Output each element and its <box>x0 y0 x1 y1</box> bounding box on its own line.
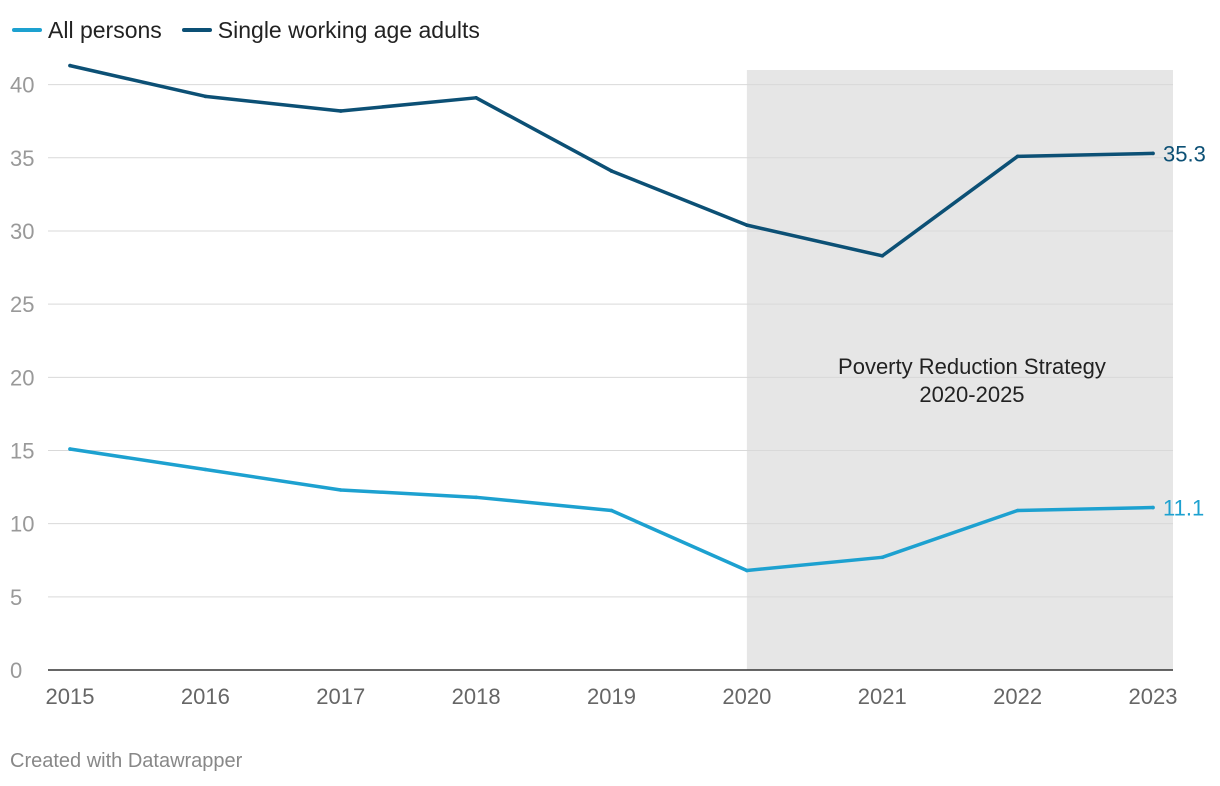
data-point-single-working-age-adults-2019 <box>609 169 614 173</box>
legend-item-all-persons: All persons <box>12 17 162 44</box>
highlight-region <box>746 70 1173 670</box>
region-label-line2: 2020-2025 <box>919 382 1024 407</box>
data-point-single-working-age-adults-2017 <box>338 109 343 113</box>
data-point-single-working-age-adults-2016 <box>203 94 208 99</box>
x-tick-label-2019: 2019 <box>587 684 636 709</box>
end-label-all-persons: 11.1 <box>1163 496 1204 521</box>
y-tick-label-20: 20 <box>10 365 34 390</box>
legend-label-all-persons: All persons <box>48 16 162 43</box>
y-tick-label-0: 0 <box>10 658 22 683</box>
data-point-single-working-age-adults-2015 <box>68 63 72 68</box>
data-point-all-persons-2020 <box>745 568 749 573</box>
x-tick-label-2020: 2020 <box>722 684 771 709</box>
y-tick-label-35: 35 <box>10 146 34 171</box>
legend-item-single-working-age-adults: Single working age adults <box>181 16 480 44</box>
x-tick-label-2023: 2023 <box>1129 684 1178 709</box>
data-point-all-persons-2019 <box>609 508 614 513</box>
legend-swatch-all-persons <box>12 28 42 32</box>
data-point-single-working-age-adults-2020 <box>745 223 749 227</box>
x-tick-label-2021: 2021 <box>858 684 907 709</box>
footer-credit: Created with Datawrapper <box>10 750 243 772</box>
data-point-all-persons-2022 <box>1015 508 1020 513</box>
y-tick-label-30: 30 <box>10 219 34 244</box>
legend: All persons Single working age adults <box>12 14 500 46</box>
legend-label-single-working-age-adults: Single working age adults <box>217 16 480 43</box>
data-point-single-working-age-adults-2018 <box>474 96 478 100</box>
data-point-all-persons-2016 <box>203 467 208 472</box>
y-tick-label-15: 15 <box>10 438 34 463</box>
region-label-line1: Poverty Reduction Strategy <box>838 354 1106 379</box>
data-point-all-persons-2017 <box>338 488 343 492</box>
y-tick-label-10: 10 <box>10 512 34 537</box>
y-tick-label-40: 40 <box>10 73 34 98</box>
y-tick-label-25: 25 <box>10 292 34 317</box>
end-label-single-working-age-adults: 35.3 <box>1163 141 1206 166</box>
x-tick-label-2022: 2022 <box>993 684 1042 709</box>
data-point-all-persons-2023 <box>1151 505 1155 510</box>
y-tick-label-5: 5 <box>10 585 22 610</box>
data-point-all-persons-2015 <box>68 447 72 451</box>
x-tick-label-2018: 2018 <box>452 684 501 709</box>
data-point-single-working-age-adults-2023 <box>1151 151 1155 156</box>
legend-swatch-single-working-age-adults <box>181 28 212 32</box>
data-point-all-persons-2018 <box>474 495 478 500</box>
data-point-single-working-age-adults-2022 <box>1015 154 1020 159</box>
x-tick-label-2015: 2015 <box>46 684 95 709</box>
x-tick-label-2017: 2017 <box>316 684 365 709</box>
x-tick-label-2016: 2016 <box>181 684 230 709</box>
data-point-all-persons-2021 <box>880 555 885 560</box>
data-point-single-working-age-adults-2021 <box>880 254 885 258</box>
